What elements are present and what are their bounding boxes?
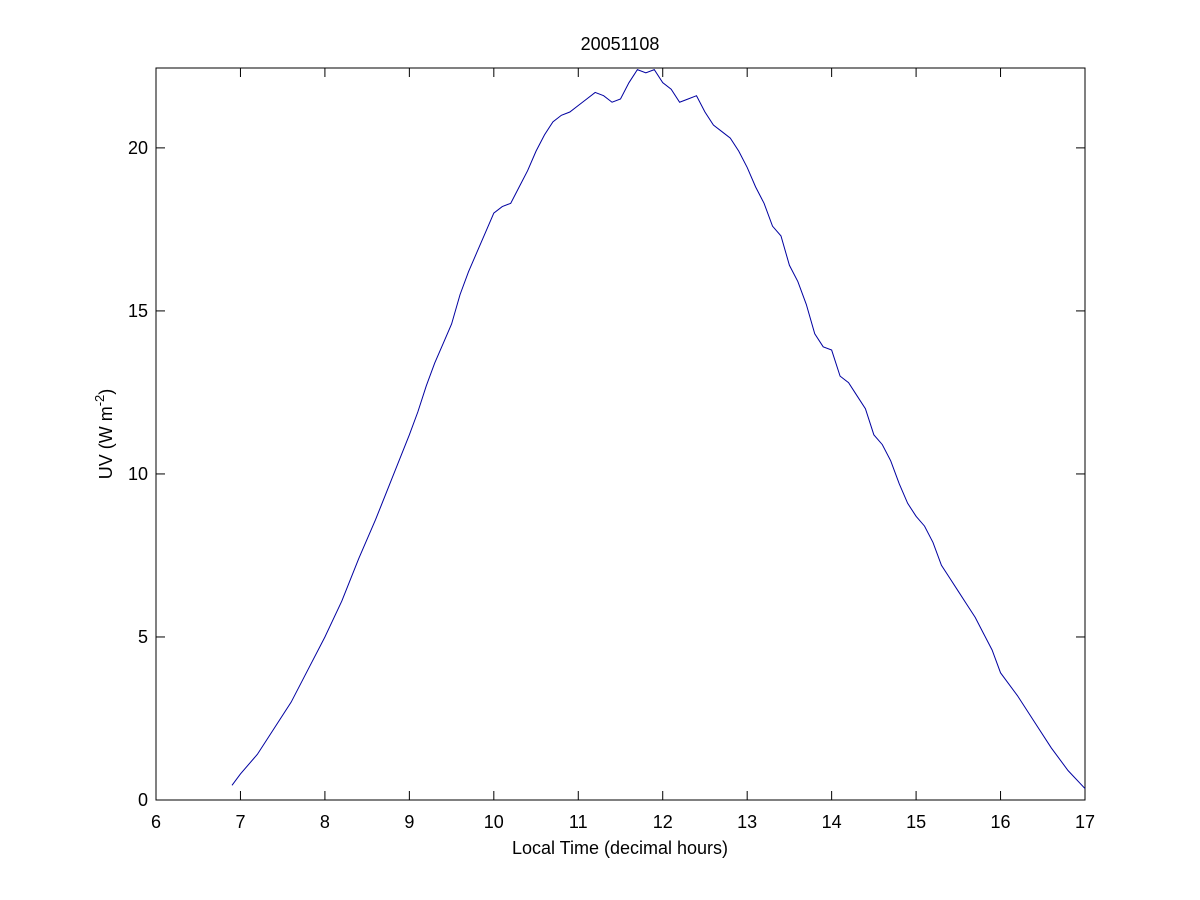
x-tick-label: 14: [822, 812, 842, 832]
x-tick-label: 7: [235, 812, 245, 832]
x-tick-label: 13: [737, 812, 757, 832]
x-tick-label: 9: [404, 812, 414, 832]
y-label-text: UV (W m: [96, 406, 116, 479]
chart-title: 20051108: [581, 34, 660, 54]
x-tick-label: 16: [991, 812, 1011, 832]
y-label-suffix: ): [96, 389, 116, 395]
x-tick-label: 6: [151, 812, 161, 832]
y-tick-label: 15: [128, 301, 148, 321]
x-tick-label: 15: [906, 812, 926, 832]
y-tick-label: 10: [128, 464, 148, 484]
x-tick-label: 11: [569, 812, 588, 832]
x-tick-label: 17: [1075, 812, 1095, 832]
y-tick-label: 5: [138, 627, 148, 647]
y-tick-label: 0: [138, 790, 148, 810]
x-tick-label: 8: [320, 812, 330, 832]
x-axis-label: Local Time (decimal hours): [512, 838, 728, 858]
y-label-superscript: -2: [92, 395, 107, 407]
data-line: [231, 69, 1086, 789]
y-axis-label: UV (W m-2): [92, 389, 116, 480]
x-tick-label: 10: [484, 812, 504, 832]
x-tick-label: 12: [653, 812, 673, 832]
y-tick-label: 20: [128, 138, 148, 158]
plot-frame: [155, 67, 1086, 801]
